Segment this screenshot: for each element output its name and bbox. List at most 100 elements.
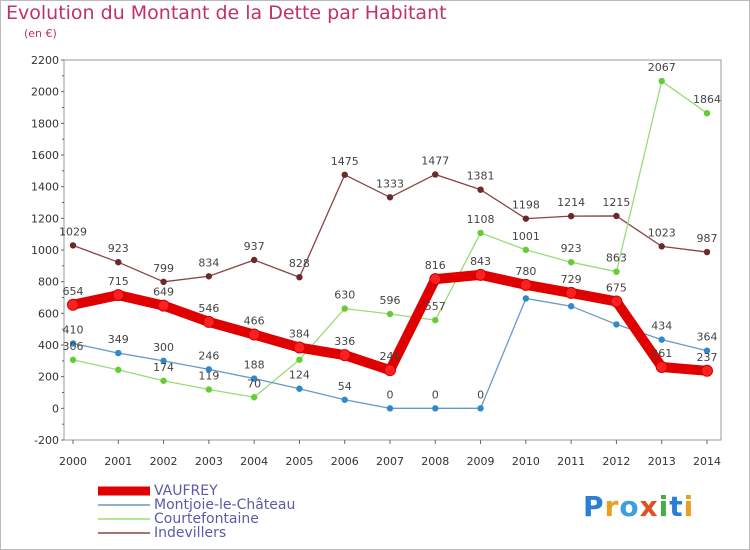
point-courtefontaine-9 xyxy=(477,229,484,237)
data-label-indevillers-5: 828 xyxy=(289,257,310,270)
y-tick-label-4: 600 xyxy=(38,307,59,320)
data-label-vaufrey-8: 816 xyxy=(425,259,446,272)
data-label-vaufrey-2: 649 xyxy=(153,286,174,299)
data-label-indevillers-10: 1198 xyxy=(512,199,540,212)
x-tick-label-14: 2014 xyxy=(693,455,721,468)
point-indevillers-6 xyxy=(341,171,348,178)
y-tick-label-1: 0 xyxy=(52,402,59,415)
y-tick-label-12: 2200 xyxy=(31,54,59,67)
x-tick-label-8: 2008 xyxy=(421,455,449,468)
x-tick-label-9: 2009 xyxy=(467,455,495,468)
point-vaufrey-11 xyxy=(565,286,578,299)
point-vaufrey-12 xyxy=(610,295,623,308)
legend-swatch-vaufrey xyxy=(98,486,150,496)
point-montjoie-4 xyxy=(250,375,258,382)
data-label-vaufrey-10: 780 xyxy=(515,265,536,278)
point-vaufrey-2 xyxy=(157,299,170,312)
data-label-indevillers-12: 1215 xyxy=(602,196,630,209)
y-tick-label-11: 2000 xyxy=(31,86,59,99)
data-label-courtefontaine-7: 596 xyxy=(380,294,401,307)
point-montjoie-7 xyxy=(386,405,394,412)
data-label-vaufrey-13: 261 xyxy=(651,347,672,360)
legend-item-vaufrey: VAUFREY xyxy=(98,484,295,498)
x-tick-label-11: 2011 xyxy=(557,455,585,468)
point-courtefontaine-4 xyxy=(250,394,258,401)
point-indevillers-8 xyxy=(432,171,439,178)
data-label-courtefontaine-2: 174 xyxy=(153,361,174,374)
point-montjoie-6 xyxy=(341,396,348,403)
data-label-courtefontaine-8: 557 xyxy=(425,300,446,313)
point-montjoie-8 xyxy=(432,405,439,412)
point-montjoie-1 xyxy=(115,349,122,357)
data-label-indevillers-7: 1333 xyxy=(376,177,404,190)
point-courtefontaine-11 xyxy=(567,258,575,266)
x-tick-label-10: 2010 xyxy=(512,455,540,468)
point-vaufrey-3 xyxy=(202,315,215,328)
legend-item-montjoie: Montjoie-le-Château xyxy=(98,498,295,512)
point-indevillers-10 xyxy=(522,215,530,222)
x-tick-label-4: 2004 xyxy=(240,455,268,468)
data-label-indevillers-2: 799 xyxy=(153,262,174,275)
data-label-montjoie-5: 124 xyxy=(289,369,310,382)
point-courtefontaine-5 xyxy=(296,356,303,363)
data-label-indevillers-8: 1477 xyxy=(421,154,449,167)
x-tick-label-3: 2003 xyxy=(195,455,223,468)
data-label-courtefontaine-0: 306 xyxy=(63,340,84,353)
x-tick-label-13: 2013 xyxy=(648,455,676,468)
y-tick-label-9: 1600 xyxy=(31,149,59,162)
data-label-courtefontaine-14: 1864 xyxy=(693,93,721,106)
point-montjoie-3 xyxy=(205,366,213,373)
point-montjoie-5 xyxy=(296,385,303,392)
point-indevillers-14 xyxy=(703,248,711,256)
y-tick-label-8: 1400 xyxy=(31,181,59,194)
data-label-vaufrey-5: 384 xyxy=(289,328,310,341)
data-label-montjoie-4: 188 xyxy=(244,359,265,372)
point-indevillers-9 xyxy=(477,186,484,193)
legend-swatch-courtefontaine xyxy=(98,518,150,520)
legend: VAUFREY Montjoie-le-Château Courtefontai… xyxy=(98,484,295,540)
y-tick-label-2: 200 xyxy=(38,371,59,384)
point-indevillers-13 xyxy=(658,243,665,250)
point-montjoie-0 xyxy=(69,340,77,347)
point-vaufrey-5 xyxy=(293,341,306,354)
x-tick-label-1: 2001 xyxy=(104,455,132,468)
data-label-indevillers-0: 1029 xyxy=(59,225,87,238)
point-vaufrey-13 xyxy=(655,361,668,374)
data-label-montjoie-13: 434 xyxy=(651,320,672,333)
data-label-montjoie-6: 54 xyxy=(338,380,352,393)
data-label-courtefontaine-4: 70 xyxy=(247,377,261,390)
point-montjoie-2 xyxy=(160,357,167,365)
y-tick-label-6: 1000 xyxy=(31,244,59,257)
data-label-montjoie-0: 410 xyxy=(63,323,84,336)
data-label-courtefontaine-11: 923 xyxy=(561,242,582,255)
point-indevillers-7 xyxy=(386,194,394,201)
point-montjoie-14 xyxy=(703,347,711,354)
data-label-courtefontaine-10: 1001 xyxy=(512,230,540,243)
data-label-vaufrey-4: 466 xyxy=(244,315,265,328)
point-courtefontaine-12 xyxy=(613,268,620,275)
point-courtefontaine-6 xyxy=(341,305,348,312)
legend-item-indevillers: Indevillers xyxy=(98,526,295,540)
chart-title: Evolution du Montant de la Dette par Hab… xyxy=(6,2,447,24)
data-label-vaufrey-7: 241 xyxy=(380,350,401,363)
legend-label-montjoie: Montjoie-le-Château xyxy=(154,497,296,513)
data-label-indevillers-6: 1475 xyxy=(331,155,359,168)
point-courtefontaine-8 xyxy=(432,316,439,324)
y-tick-label-5: 800 xyxy=(38,276,59,289)
x-tick-label-7: 2007 xyxy=(376,455,404,468)
point-courtefontaine-14 xyxy=(703,110,711,117)
data-label-indevillers-11: 1214 xyxy=(557,196,585,209)
data-label-vaufrey-12: 675 xyxy=(606,281,627,294)
data-label-courtefontaine-13: 2067 xyxy=(648,61,676,74)
y-tick-label-10: 1800 xyxy=(31,117,59,130)
point-vaufrey-9 xyxy=(474,268,487,281)
point-courtefontaine-1 xyxy=(115,366,122,374)
point-courtefontaine-0 xyxy=(69,356,77,364)
data-label-vaufrey-11: 729 xyxy=(561,273,582,286)
data-label-vaufrey-6: 336 xyxy=(334,335,355,348)
y-tick-label-7: 1200 xyxy=(31,212,59,225)
point-montjoie-13 xyxy=(658,336,665,343)
point-indevillers-11 xyxy=(567,212,575,220)
point-vaufrey-10 xyxy=(519,278,532,291)
data-label-vaufrey-9: 843 xyxy=(470,255,491,268)
